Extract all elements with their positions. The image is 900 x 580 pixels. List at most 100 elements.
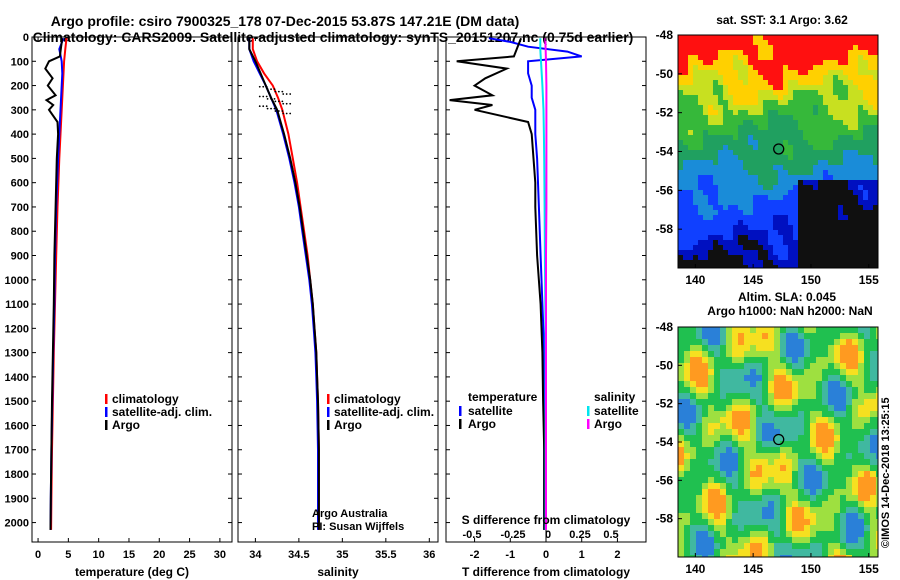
map-cell: [708, 555, 715, 557]
map-cell: [708, 50, 714, 56]
map-cell: [763, 225, 769, 231]
map-cell: [810, 555, 817, 557]
map-cell: [833, 245, 839, 251]
map-cell: [798, 140, 804, 146]
map-cell: [693, 120, 699, 126]
map-cell: [693, 140, 699, 146]
map-cell: [868, 40, 874, 46]
map-cell: [750, 405, 757, 412]
map-cell: [750, 441, 757, 448]
map-cell: [743, 50, 749, 56]
map-cell: [788, 40, 794, 46]
map-cell: [786, 501, 793, 508]
map-cell: [708, 453, 715, 460]
map-cell: [720, 459, 727, 466]
map-cell: [738, 537, 745, 544]
map-cell: [778, 165, 784, 171]
map-cell: [816, 471, 823, 478]
map-cell: [818, 240, 824, 246]
map-cell: [852, 519, 859, 526]
map-cell: [714, 555, 721, 557]
map-cell: [688, 65, 694, 71]
map-cell: [828, 537, 835, 544]
map-cell: [763, 125, 769, 131]
map-cell: [868, 240, 874, 246]
map-cell: [768, 155, 774, 161]
map-cell: [798, 200, 804, 206]
map-cell: [768, 215, 774, 221]
map-cell: [792, 369, 799, 376]
map-cell: [858, 543, 865, 550]
map-cell: [798, 405, 805, 412]
map-cell: [718, 180, 724, 186]
map-cell: [713, 230, 719, 236]
map-cell: [868, 60, 874, 66]
map-cell: [838, 240, 844, 246]
map-cell: [683, 205, 689, 211]
map-cell: [702, 447, 709, 454]
map-cell: [690, 447, 697, 454]
map-cell: [780, 459, 787, 466]
map-cell: [828, 543, 835, 550]
map-cell: [813, 260, 819, 266]
map-cell: [733, 205, 739, 211]
map-cell: [720, 339, 727, 346]
map-cell: [798, 145, 804, 151]
map-cell: [708, 435, 715, 442]
map-cell: [834, 351, 841, 358]
map-cell: [708, 525, 715, 532]
y-tick-label: 1900: [5, 493, 29, 505]
y-tick-label: 2000: [5, 518, 29, 530]
map-cell: [756, 375, 763, 382]
y-tick-label: 1200: [5, 323, 29, 335]
map-cell: [733, 155, 739, 161]
map-cell: [713, 75, 719, 81]
map-cell: [816, 435, 823, 442]
map-cell: [818, 185, 824, 191]
map-cell: [810, 387, 817, 394]
map-cell: [838, 100, 844, 106]
map-cell: [733, 165, 739, 171]
map-cell: [743, 135, 749, 141]
map-cell: [713, 265, 719, 268]
map-cell: [834, 471, 841, 478]
map-cell: [683, 110, 689, 116]
map-cell: [738, 549, 745, 556]
map-cell: [838, 130, 844, 136]
map-cell: [744, 345, 751, 352]
map-cell: [780, 351, 787, 358]
map-cell: [783, 40, 789, 46]
map-cell: [768, 225, 774, 231]
map-cell: [738, 240, 744, 246]
map-cell: [828, 180, 834, 186]
map-cell: [846, 435, 853, 442]
map-cell: [848, 165, 854, 171]
map-cell: [843, 65, 849, 71]
map-cell: [863, 215, 869, 221]
map-cell: [732, 465, 739, 472]
map-cell: [733, 180, 739, 186]
map-cell: [688, 240, 694, 246]
map-cell: [798, 333, 805, 340]
map-cell: [720, 549, 727, 556]
map-cell: [834, 537, 841, 544]
map-cell: [758, 85, 764, 91]
y-tick-label: 1000: [5, 275, 29, 287]
map-cell: [696, 381, 703, 388]
map-cell: [698, 55, 704, 61]
map-cell: [803, 95, 809, 101]
map-cell: [698, 215, 704, 221]
map-cell: [828, 95, 834, 101]
map-cell: [703, 130, 709, 136]
map-cell: [713, 150, 719, 156]
map-cell: [804, 369, 811, 376]
map-cell: [744, 327, 751, 334]
map-cell: [788, 165, 794, 171]
map-cell: [876, 519, 878, 526]
map-cell: [763, 55, 769, 61]
map-cell: [808, 190, 814, 196]
map-cell: [853, 205, 859, 211]
map-cell: [773, 160, 779, 166]
map-cell: [728, 115, 734, 121]
map-cell: [810, 459, 817, 466]
